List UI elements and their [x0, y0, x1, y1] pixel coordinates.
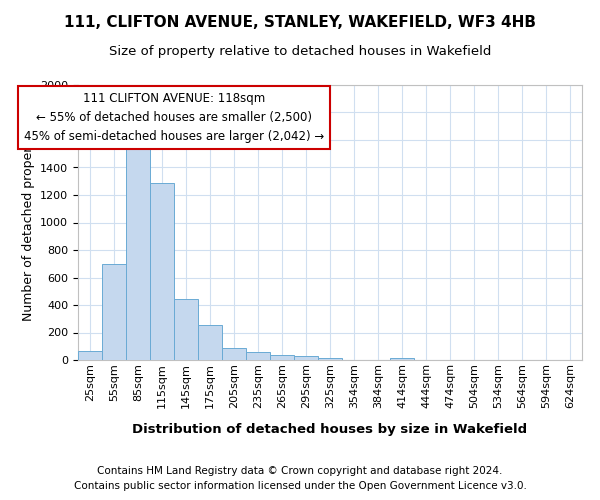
Text: Contains public sector information licensed under the Open Government Licence v3: Contains public sector information licen…: [74, 481, 526, 491]
Bar: [294, 356, 318, 360]
Text: 111, CLIFTON AVENUE, STANLEY, WAKEFIELD, WF3 4HB: 111, CLIFTON AVENUE, STANLEY, WAKEFIELD,…: [64, 15, 536, 30]
Bar: [174, 299, 198, 360]
Y-axis label: Number of detached properties: Number of detached properties: [22, 124, 35, 321]
Bar: [126, 135, 150, 360]
Bar: [102, 264, 126, 360]
Bar: [270, 355, 294, 360]
Bar: [222, 348, 246, 360]
Bar: [390, 358, 414, 360]
Text: Distribution of detached houses by size in Wakefield: Distribution of detached houses by size …: [133, 422, 527, 436]
Bar: [246, 352, 270, 360]
Bar: [318, 358, 342, 360]
Text: Contains HM Land Registry data © Crown copyright and database right 2024.: Contains HM Land Registry data © Crown c…: [97, 466, 503, 476]
Text: Size of property relative to detached houses in Wakefield: Size of property relative to detached ho…: [109, 45, 491, 58]
Text: 111 CLIFTON AVENUE: 118sqm
← 55% of detached houses are smaller (2,500)
45% of s: 111 CLIFTON AVENUE: 118sqm ← 55% of deta…: [24, 92, 324, 143]
Bar: [198, 325, 222, 360]
Bar: [78, 351, 102, 360]
Bar: [150, 184, 174, 360]
